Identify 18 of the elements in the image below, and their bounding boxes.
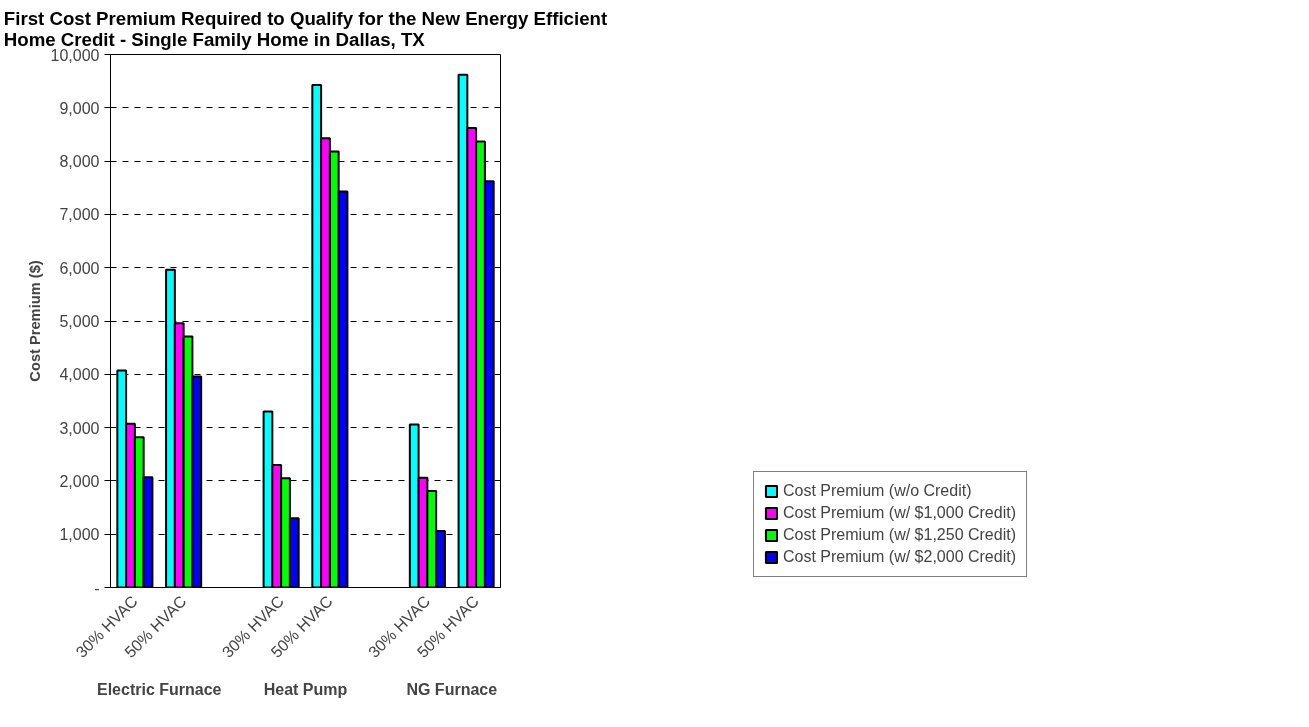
y-tick-label: 3,000 xyxy=(59,419,100,437)
legend-label: Cost Premium (w/ $1,250 Credit) xyxy=(783,526,1016,544)
y-tick-label: 4,000 xyxy=(59,366,100,384)
y-axis-title: Cost Premium ($) xyxy=(26,260,43,382)
legend-label: Cost Premium (w/ $1,000 Credit) xyxy=(783,504,1016,522)
text: NG Furnace xyxy=(406,680,498,698)
y-tick-label: 7,000 xyxy=(59,206,100,224)
text: Electric Furnace xyxy=(97,680,222,698)
legend-label: Cost Premium (w/ $2,000 Credit) xyxy=(783,548,1016,566)
legend-label: Cost Premium (w/o Credit) xyxy=(783,482,972,500)
y-tick-label: 2,000 xyxy=(59,472,100,490)
text: Heat Pump xyxy=(263,680,348,698)
y-tick-label: 6,000 xyxy=(59,259,100,277)
y-tick-label: 5,000 xyxy=(59,313,100,330)
y-tick-label: 1,000 xyxy=(59,526,100,544)
y-tick-label: 9,000 xyxy=(59,99,100,117)
y-tick-label: - xyxy=(94,579,100,597)
y-tick-label: 8,000 xyxy=(59,153,100,171)
